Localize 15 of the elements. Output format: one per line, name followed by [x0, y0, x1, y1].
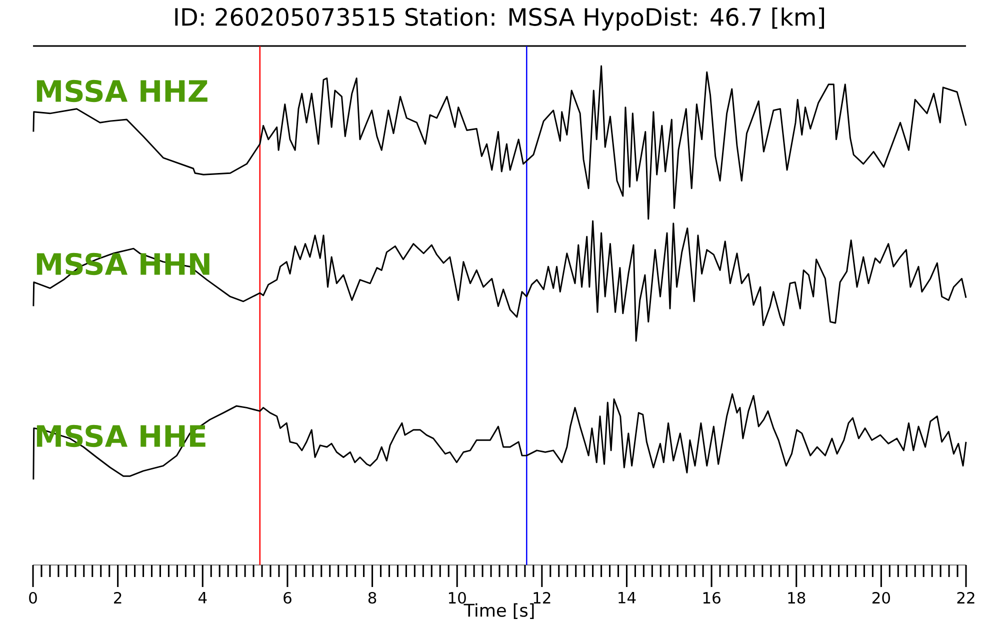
- x-tick-label: 8: [368, 592, 376, 604]
- x-tick-label: 22: [957, 592, 974, 604]
- x-tick-label: 14: [618, 592, 636, 604]
- x-tick-label: 6: [284, 592, 292, 604]
- chart-title: ID: 260205073515 Station: MSSA HypoDist: 46.7 [km]: [175, 7, 824, 31]
- x-tick-label: 10: [448, 592, 466, 604]
- x-tick-label: 2: [114, 592, 122, 604]
- x-tick-label: 4: [198, 592, 207, 604]
- x-tick-label: 18: [788, 592, 806, 604]
- x-axis-title: Time [s]: [464, 603, 534, 619]
- annotation: MSSA HHZ: [36, 80, 208, 102]
- x-tick-label: 0: [29, 592, 37, 604]
- x-tick-label: 12: [534, 592, 550, 604]
- x-tick-label: 20: [872, 592, 890, 604]
- x-tick-label: 16: [703, 592, 720, 604]
